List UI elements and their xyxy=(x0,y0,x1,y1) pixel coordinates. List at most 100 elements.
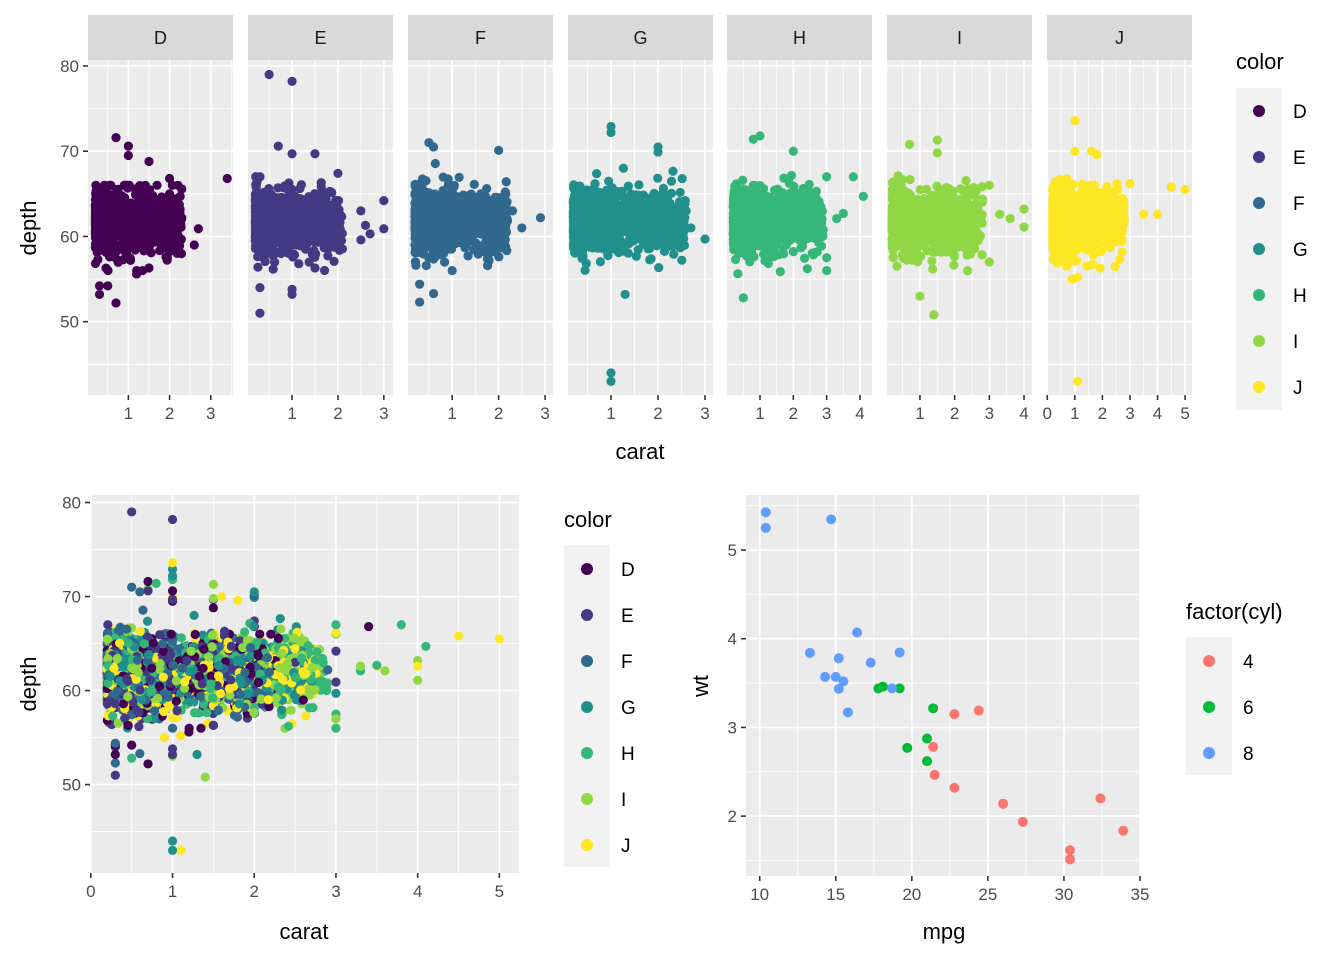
data-point xyxy=(255,308,265,318)
data-point xyxy=(278,183,288,193)
data-point xyxy=(255,282,265,293)
data-point xyxy=(111,132,121,143)
data-point xyxy=(132,230,142,240)
data-point xyxy=(133,209,143,219)
facet-D-y-tick-label: 70 xyxy=(60,142,79,161)
facet-D-y-tick-label: 80 xyxy=(60,57,79,76)
data-point xyxy=(493,199,503,209)
data-point xyxy=(94,281,105,291)
data-point xyxy=(283,208,293,219)
data-point xyxy=(329,242,339,252)
facet-panel-G: G1 2 3 xyxy=(568,15,713,423)
data-point xyxy=(101,193,111,203)
data-point xyxy=(963,266,973,276)
data-point xyxy=(631,251,641,261)
data-point xyxy=(500,221,511,231)
data-point xyxy=(733,269,743,279)
data-point xyxy=(323,251,333,261)
data-point xyxy=(430,189,440,199)
data-point xyxy=(591,230,601,240)
data-point xyxy=(482,260,493,271)
facet-D-y-tick-label: 60 xyxy=(60,227,79,246)
data-point xyxy=(417,174,428,184)
data-point xyxy=(812,222,822,232)
data-point xyxy=(309,245,319,256)
data-point xyxy=(764,250,774,260)
data-point xyxy=(501,189,511,199)
data-point xyxy=(454,172,464,182)
data-point xyxy=(606,376,616,386)
data-point xyxy=(317,186,327,196)
data-point xyxy=(500,240,510,250)
data-point xyxy=(766,200,776,211)
data-point xyxy=(793,211,804,221)
data-point xyxy=(570,247,580,257)
data-point xyxy=(288,198,298,208)
data-point xyxy=(410,225,420,235)
data-point xyxy=(595,257,605,267)
data-point xyxy=(144,156,154,167)
facet-strip-D xyxy=(88,15,233,60)
data-point xyxy=(778,217,788,228)
data-point xyxy=(476,229,486,239)
data-point xyxy=(666,176,677,186)
data-point xyxy=(167,236,177,246)
data-point xyxy=(572,204,582,214)
data-point xyxy=(772,226,782,236)
data-point xyxy=(763,258,774,269)
data-point xyxy=(646,254,656,264)
data-point xyxy=(606,368,616,378)
facet-G-x-tick-label: 3 xyxy=(700,404,709,423)
data-point xyxy=(93,255,103,265)
data-point xyxy=(164,189,175,199)
data-point xyxy=(142,208,152,218)
data-point xyxy=(653,147,663,157)
data-point xyxy=(336,235,347,246)
facet-I-x-tick-label: 2 xyxy=(950,404,959,423)
data-point xyxy=(140,218,150,228)
data-point xyxy=(453,220,463,230)
data-point xyxy=(430,158,440,169)
data-point xyxy=(571,236,581,246)
data-point xyxy=(435,228,445,238)
data-point xyxy=(92,190,102,200)
data-point xyxy=(415,297,425,307)
data-point xyxy=(379,196,389,206)
data-point xyxy=(164,173,175,184)
data-point xyxy=(251,206,261,216)
facet-H-x-tick-label: 2 xyxy=(789,404,798,423)
data-point xyxy=(797,241,808,251)
data-point xyxy=(331,195,341,205)
data-point xyxy=(848,172,858,182)
data-point xyxy=(742,215,753,225)
data-point xyxy=(491,215,501,225)
data-point xyxy=(822,253,832,263)
facet-E-x-tick-label: 1 xyxy=(287,404,296,423)
data-point xyxy=(94,289,105,300)
data-point xyxy=(310,149,320,159)
data-point xyxy=(648,192,658,202)
data-point xyxy=(640,237,650,247)
data-point xyxy=(611,245,621,255)
data-point xyxy=(99,205,109,215)
data-point xyxy=(738,293,748,303)
data-point xyxy=(517,223,527,233)
data-point xyxy=(501,177,511,187)
data-point xyxy=(264,184,274,194)
data-point xyxy=(677,173,687,184)
facet-panel-H: H1 2 3 4 xyxy=(727,15,872,423)
data-point xyxy=(301,210,311,220)
data-point xyxy=(443,195,453,206)
data-point xyxy=(287,149,297,159)
data-point xyxy=(463,203,474,213)
facet-D-x-tick-label: 2 xyxy=(165,404,174,423)
data-point xyxy=(625,194,635,205)
data-point xyxy=(686,223,696,233)
data-point xyxy=(91,180,101,190)
data-point xyxy=(288,252,298,262)
facet-strip-label: I xyxy=(957,28,962,48)
data-point xyxy=(308,220,318,230)
facet-panel-F: F1 2 3 xyxy=(408,15,553,423)
facet-G-x-tick-label: 1 xyxy=(606,404,615,423)
